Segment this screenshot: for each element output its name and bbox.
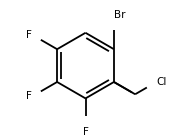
Text: Cl: Cl [156,77,167,87]
Text: F: F [26,91,32,101]
Text: Br: Br [114,10,125,20]
Text: F: F [83,127,89,137]
Text: F: F [26,30,32,40]
